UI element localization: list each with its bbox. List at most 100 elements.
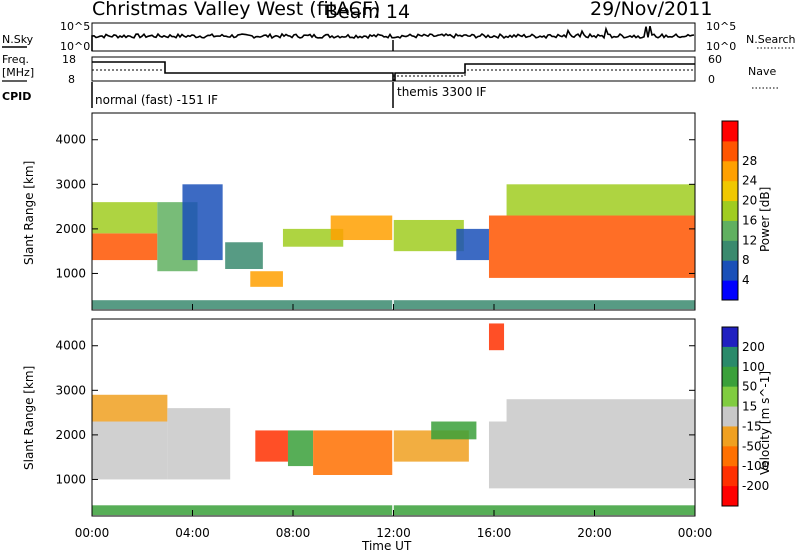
- colorbar-swatch: [722, 386, 738, 408]
- data-region: [92, 394, 168, 422]
- colorbar-swatch: [722, 426, 738, 447]
- nsky-tick-top: 10^5: [60, 20, 90, 33]
- data-region: [456, 228, 489, 261]
- colorbar-tick-label: 24: [742, 174, 757, 188]
- cpid-row: CPID normal (fast) -151 IF themis 3300 I…: [2, 82, 487, 108]
- data-region: [182, 184, 223, 261]
- colorbar-swatch: [722, 160, 738, 182]
- data-region: [167, 408, 231, 480]
- colorbar-tick-label: -15: [742, 419, 762, 433]
- velocity-y-axis: 1000 2000 3000 4000: [55, 339, 695, 486]
- nave-tick-top: 60: [708, 53, 722, 66]
- colorbar-tick-label: -100: [742, 459, 769, 473]
- nsearch-label: N.Search: [746, 33, 796, 46]
- freq-trace: [92, 61, 695, 81]
- velocity-colorbar: 200 100 50 15 -15 -50 -100 -200: [721, 326, 769, 507]
- colorbar-swatch: [722, 220, 738, 241]
- data-region: [92, 202, 158, 234]
- colorbar-tick-label: 8: [742, 253, 750, 267]
- nave-tick-bottom: 0: [708, 73, 715, 86]
- data-region: [488, 215, 695, 278]
- freq-label: Freq.: [2, 53, 29, 66]
- velocity-panel: 1000 2000 3000 4000 Slant Range [km] 200 100…: [22, 318, 772, 517]
- y-tick-label: 3000: [55, 177, 86, 191]
- y-tick-label: 1000: [55, 472, 86, 486]
- data-region: [330, 215, 394, 241]
- freq-tick-top: 18: [62, 53, 76, 66]
- power-cbar-label: Power [dB]: [758, 187, 772, 252]
- colorbar-tick-label: 4: [742, 273, 750, 287]
- data-region: [287, 430, 314, 467]
- colorbar-tick-label: 28: [742, 154, 757, 168]
- colorbar-swatch: [722, 327, 738, 348]
- colorbar-swatch: [722, 280, 738, 301]
- x-tick-label: 20:00: [577, 526, 612, 540]
- cpid-mode-themis: themis 3300 IF: [397, 85, 487, 99]
- nsearch-tick-bottom: 10^0: [706, 40, 736, 53]
- velocity-ylabel: Slant Range [km]: [22, 366, 36, 470]
- beam-label: Beam 14: [325, 1, 410, 23]
- colorbar-swatch: [722, 486, 738, 507]
- cpid-label: CPID: [2, 90, 31, 103]
- colorbar-tick-label: 50: [742, 380, 757, 394]
- colorbar-tick-label: 200: [742, 340, 765, 354]
- y-tick-label: 3000: [55, 383, 86, 397]
- velocity-cbar-label: Velocity [m s^-1]: [758, 371, 772, 475]
- colorbar-tick-label: -50: [742, 439, 762, 453]
- colorbar-tick-label: 100: [742, 360, 765, 374]
- data-region: [506, 184, 695, 216]
- colorbar-swatch: [722, 121, 738, 142]
- x-tick-label: 00:00: [75, 526, 110, 540]
- x-tick-label: 16:00: [477, 526, 512, 540]
- xaxis-label: Time UT: [361, 539, 412, 553]
- colorbar-swatch: [722, 140, 738, 162]
- nsky-label: N.Sky: [2, 33, 34, 46]
- colorbar-swatch: [722, 446, 738, 467]
- colorbar-swatch: [722, 240, 738, 261]
- data-region: [282, 228, 344, 247]
- colorbar-tick-label: -200: [742, 479, 769, 493]
- station-title: Christmas Valley West (fitACF): [92, 0, 380, 20]
- nsky-trace: [91, 26, 695, 51]
- data-region: [431, 421, 477, 440]
- data-region: [488, 421, 695, 489]
- colorbar-swatch: [722, 466, 738, 487]
- x-tick-label: 08:00: [276, 526, 311, 540]
- data-region: [92, 233, 158, 261]
- nsearch-tick-top: 10^5: [706, 20, 736, 33]
- colorbar-swatch: [722, 260, 738, 281]
- y-tick-label: 2000: [55, 222, 86, 236]
- colorbar-tick-label: 20: [742, 194, 757, 208]
- colorbar-swatch: [722, 366, 738, 388]
- power-y-axis: 1000 2000 3000 4000: [55, 133, 695, 280]
- x-tick-label: 00:00: [678, 526, 713, 540]
- power-panel: 1000 2000 3000 4000 Slant Range [km] 4 8 12 16…: [22, 112, 772, 311]
- data-region: [250, 271, 283, 287]
- time-axis: 00:00 04:00 08:00 12:00 16:00 20:00 00:00: [75, 304, 713, 540]
- nave-trace: [92, 69, 695, 77]
- colorbar-tick-label: 15: [742, 400, 757, 414]
- date-label: 29/Nov/2011: [590, 0, 712, 20]
- y-tick-label: 4000: [55, 133, 86, 147]
- cpid-mode-normal: normal (fast) -151 IF: [95, 93, 218, 107]
- data-region: [393, 219, 464, 252]
- y-tick-label: 2000: [55, 428, 86, 442]
- colorbar-tick-label: 12: [742, 233, 757, 247]
- freq-panel: Freq. [MHz] 18 8 60 0 Nave: [2, 53, 780, 89]
- power-colorbar: 4 8 12 16 20 24 28: [721, 120, 757, 301]
- colorbar-tick-label: 16: [742, 213, 757, 227]
- x-tick-label: 12:00: [376, 526, 411, 540]
- nave-label: Nave: [748, 65, 776, 78]
- colorbar-swatch: [722, 406, 738, 427]
- colorbar-swatch: [722, 346, 738, 368]
- nsky-panel: N.Sky 10^5 10^0 10^5 10^0 N.Search: [2, 20, 796, 53]
- power-ylabel: Slant Range [km]: [22, 161, 36, 265]
- freq-unit: [MHz]: [2, 66, 34, 79]
- data-region: [506, 399, 695, 422]
- data-region: [488, 323, 505, 351]
- freq-tick-bottom: 8: [68, 73, 75, 86]
- data-region: [92, 421, 168, 480]
- data-region: [225, 242, 263, 269]
- x-tick-label: 04:00: [175, 526, 210, 540]
